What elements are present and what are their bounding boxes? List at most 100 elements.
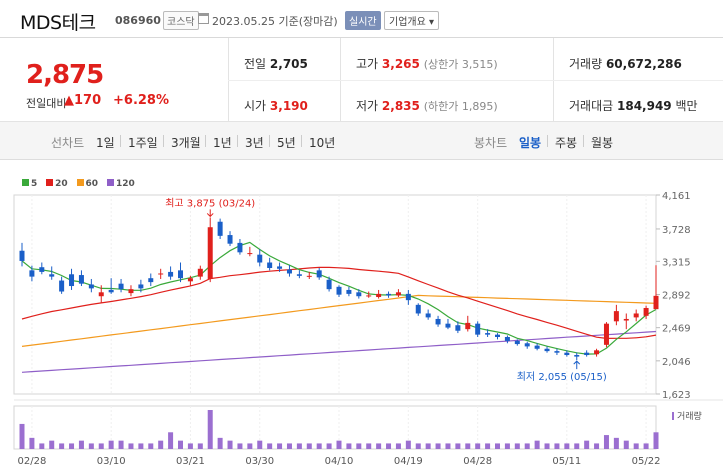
y-tick-label: 3,728	[662, 225, 691, 236]
volume-bar	[366, 443, 372, 449]
market-badge: 코스닥	[163, 11, 199, 30]
x-tick-label: 04/19	[394, 456, 423, 467]
change-label: 전일대비	[26, 97, 67, 110]
realtime-button[interactable]: 실시간	[345, 11, 381, 30]
volume-bar	[39, 443, 45, 449]
volume-bar	[613, 437, 619, 449]
tab-daily[interactable]: 일봉	[519, 136, 542, 150]
candle	[187, 278, 193, 282]
candle	[296, 274, 302, 276]
volume-bar	[29, 437, 35, 449]
candle	[386, 293, 392, 296]
volume-bar	[98, 443, 104, 449]
volume-bar	[465, 443, 471, 449]
ma20-line	[21, 266, 657, 340]
candle	[237, 242, 243, 253]
candle	[148, 278, 154, 283]
volume-bar	[386, 443, 392, 449]
candle	[19, 250, 25, 261]
candle	[257, 254, 263, 263]
volume-bar	[653, 432, 659, 449]
volume-bar	[504, 443, 510, 449]
candle	[277, 266, 283, 269]
trade-amount: 거래대금 184,949 백만	[569, 99, 698, 113]
tab-3m[interactable]: 3개월	[171, 136, 201, 150]
change-amount: ▲170	[64, 93, 102, 108]
divider	[120, 135, 121, 147]
stock-name: MDS테크	[20, 12, 96, 34]
candle	[623, 318, 629, 321]
volume-bar	[217, 437, 223, 449]
volume-bar	[296, 443, 302, 449]
tab-5y[interactable]: 5년	[277, 136, 296, 150]
volume: 거래량 60,672,286	[569, 57, 682, 71]
high-price: 고가 3,265 (상한가 3,515)	[356, 57, 498, 71]
candle	[633, 313, 639, 318]
volume-bar	[69, 443, 75, 449]
tab-1d[interactable]: 1일	[96, 136, 115, 150]
tab-weekly[interactable]: 주봉	[555, 136, 578, 150]
candle	[653, 295, 659, 310]
volume-bar	[306, 443, 312, 449]
candle	[88, 284, 94, 289]
volume-bar	[633, 443, 639, 449]
ma-legend: 5 20 60 120	[22, 179, 141, 189]
volume-bar	[395, 443, 401, 449]
x-tick-label: 05/22	[632, 456, 661, 467]
tab-1y[interactable]: 1년	[213, 136, 232, 150]
prev-close: 전일 2,705	[244, 57, 308, 71]
candle-chart-label: 봉차트	[474, 136, 508, 150]
volume-bar	[108, 440, 114, 449]
volume-bar	[524, 443, 530, 449]
high-arrow-icon	[206, 209, 214, 218]
volume-bar	[237, 443, 243, 449]
x-tick-label: 03/10	[97, 456, 126, 467]
y-tick-label: 2,892	[662, 291, 691, 302]
candle	[178, 270, 183, 279]
candle	[336, 286, 342, 295]
candle	[108, 289, 114, 293]
y-tick-label: 2,469	[662, 324, 691, 335]
legend-ma5: 5	[22, 179, 37, 189]
tab-3y[interactable]: 3년	[245, 136, 264, 150]
divider	[301, 135, 302, 147]
candle	[405, 293, 411, 301]
tab-1w[interactable]: 1주일	[128, 136, 158, 150]
company-info-dropdown[interactable]: 기업개요 ▾	[384, 11, 439, 30]
volume-bar	[49, 440, 55, 449]
volume-bar	[88, 443, 94, 449]
volume-bar	[158, 440, 164, 449]
volume-bar	[187, 443, 193, 449]
volume-bar	[277, 443, 283, 449]
volume-bar	[197, 443, 203, 449]
volume-bar	[623, 440, 629, 449]
candle	[594, 350, 600, 355]
divider	[205, 135, 206, 147]
candle	[316, 270, 322, 278]
candle	[485, 333, 491, 335]
volume-bar	[514, 443, 520, 449]
volume-bar	[495, 443, 500, 449]
candle	[366, 295, 372, 297]
quote-summary: 2,875 전일대비 ▲170 +6.28% 전일 2,705 고가 3,265…	[0, 38, 723, 122]
open-price: 시가 3,190	[244, 99, 308, 113]
tab-10y[interactable]: 10년	[309, 136, 336, 150]
candle	[435, 318, 441, 325]
tab-monthly[interactable]: 월봉	[591, 136, 614, 150]
low-arrow-icon	[573, 360, 581, 370]
volume-bar	[544, 443, 550, 449]
volume-bar	[257, 440, 263, 449]
volume-bar	[78, 440, 84, 449]
line-chart-label: 선차트	[51, 136, 85, 150]
x-tick-label: 03/30	[245, 456, 274, 467]
volume-bar	[405, 440, 411, 449]
volume-bar	[19, 423, 25, 449]
volume-bar	[336, 440, 342, 449]
candle	[524, 343, 530, 347]
volume-bar	[59, 443, 65, 449]
candle	[544, 348, 550, 352]
x-tick-label: 02/28	[17, 456, 46, 467]
volume-bar	[643, 443, 649, 449]
volume-bar	[534, 440, 540, 449]
